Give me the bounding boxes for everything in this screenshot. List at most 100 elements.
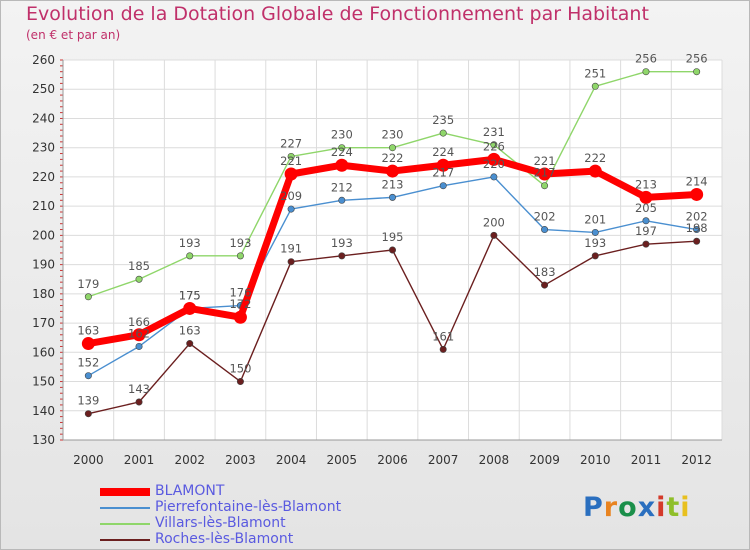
data-point [287,205,295,213]
data-label: 175 [179,288,201,302]
data-point [490,231,498,239]
series-group [81,68,704,418]
data-label: 195 [382,230,404,244]
data-label: 191 [280,242,302,256]
x-tick-label: 2005 [327,453,358,467]
data-point [84,293,92,301]
data-point [541,226,549,234]
data-point [287,258,295,266]
data-label: 217 [432,166,454,180]
data-point [642,217,650,225]
logo-letter: i [680,492,691,523]
data-label: 222 [584,151,606,165]
y-tick-label: 200 [32,228,55,242]
logo-letter: x [637,492,657,523]
data-label: 193 [331,236,353,250]
data-point [388,246,396,254]
chart-subtitle: (en € et par an) [26,28,121,42]
data-point [338,252,346,260]
data-label: 150 [229,362,251,376]
legend-swatch [100,539,150,541]
data-label: 198 [686,221,708,235]
data-label: 179 [77,277,99,291]
data-label: 162 [128,326,150,340]
data-point [186,252,194,260]
legend-swatch [100,523,150,525]
y-tick-label: 210 [32,199,55,213]
data-label: 226 [483,139,505,153]
data-point [642,68,650,76]
data-label: 143 [128,382,150,396]
proxiti-logo: Proxiti [583,492,691,523]
data-label: 221 [534,154,556,168]
x-tick-label: 2004 [276,453,307,467]
data-point [591,82,599,90]
data-label: 221 [280,154,302,168]
data-label: 213 [382,177,404,191]
x-tick-label: 2003 [225,453,256,467]
x-tick-label: 2001 [124,453,155,467]
data-label: 209 [280,189,302,203]
legend-label: BLAMONT [155,483,225,499]
logo-letter: i [656,492,667,523]
data-point [388,193,396,201]
y-tick-label: 240 [32,111,55,125]
data-label: 222 [382,151,404,165]
data-label: 163 [77,324,99,338]
logo-letter: o [618,492,638,523]
data-point [538,167,552,181]
data-point [335,158,349,172]
y-tick-label: 180 [32,287,55,301]
data-label: 152 [77,356,99,370]
chart-title: Evolution de la Dotation Globale de Fonc… [26,3,649,25]
data-label: 193 [179,236,201,250]
data-label: 161 [432,329,454,343]
x-tick-label: 2007 [428,453,459,467]
y-tick-label: 150 [32,375,55,389]
x-tick-label: 2011 [631,453,662,467]
data-point [135,398,143,406]
data-point [693,237,701,245]
data-label: 175 [179,288,201,302]
y-tick-label: 160 [32,345,55,359]
data-point [541,182,549,190]
data-point [236,378,244,386]
data-label: 251 [584,66,606,80]
y-tick-label: 170 [32,316,55,330]
data-point [84,372,92,380]
data-point [639,190,653,204]
x-tick-label: 2010 [580,453,611,467]
data-label: 224 [432,145,454,159]
data-label: 197 [635,224,657,238]
data-point [81,337,95,351]
y-tick-label: 190 [32,258,55,272]
data-point [135,342,143,350]
logo-letter: t [666,492,681,523]
data-point [135,275,143,283]
data-label: 202 [534,210,556,224]
data-point [186,340,194,348]
data-point [690,187,704,201]
data-point [436,158,450,172]
data-label: 205 [635,201,657,215]
data-label: 201 [584,212,606,226]
legend-label: Villars-lès-Blamont [155,515,286,531]
legend-label: Pierrefontaine-lès-Blamont [155,499,342,515]
x-tick-label: 2002 [174,453,205,467]
data-label: 183 [534,265,556,279]
data-label: 214 [686,174,708,188]
data-labels: 139 143 163 150 191 193 195 161 200 183 193 197 198 1… [77,52,707,408]
data-label: 230 [331,128,353,142]
data-label: 213 [635,177,657,191]
data-label: 193 [229,236,251,250]
data-label: 212 [331,180,353,194]
data-point [386,164,399,178]
data-point [388,144,396,152]
data-label: 256 [635,52,657,66]
data-point [84,410,92,418]
data-label: 176 [229,286,251,300]
data-label: 193 [584,236,606,250]
data-point [591,252,599,260]
data-point [591,228,599,236]
